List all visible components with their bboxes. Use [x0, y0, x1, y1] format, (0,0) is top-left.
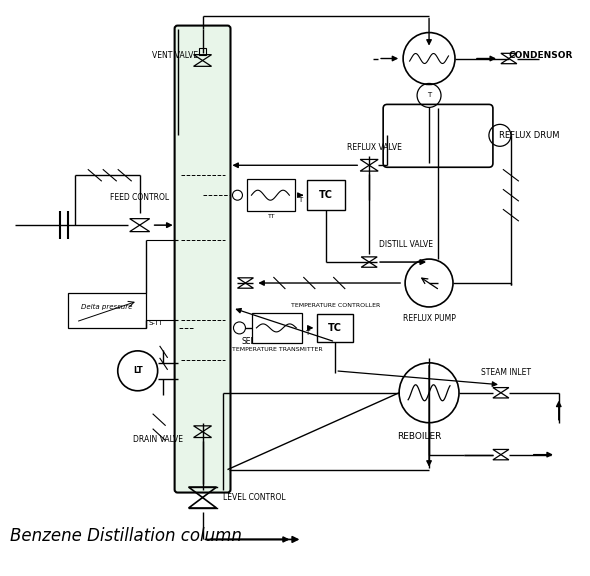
Text: REFLUX DRUM: REFLUX DRUM — [499, 131, 559, 140]
Text: TC: TC — [319, 190, 333, 200]
Text: Benzene Distillation column: Benzene Distillation column — [10, 528, 242, 545]
Text: TEMPERATURE CONTROLLER: TEMPERATURE CONTROLLER — [291, 304, 380, 309]
Text: SENSOR: SENSOR — [242, 338, 273, 346]
Text: REFLUX VALVE: REFLUX VALVE — [347, 143, 402, 152]
Text: STEAM INLET: STEAM INLET — [481, 368, 531, 377]
Text: T: T — [306, 330, 310, 336]
FancyBboxPatch shape — [383, 104, 493, 167]
Text: REBOILER: REBOILER — [397, 432, 441, 441]
Text: DRAIN VALVE: DRAIN VALVE — [133, 435, 183, 444]
Bar — [253, 313, 302, 343]
Text: LT: LT — [133, 366, 143, 376]
Text: LEVEL CONTROL: LEVEL CONTROL — [222, 493, 285, 502]
Text: CONDENSOR: CONDENSOR — [509, 51, 573, 60]
Text: DISTILL VALVE: DISTILL VALVE — [379, 240, 433, 249]
Text: TT: TT — [268, 214, 275, 219]
Circle shape — [399, 363, 459, 423]
Circle shape — [232, 190, 242, 200]
Bar — [317, 314, 353, 342]
Bar — [247, 179, 296, 211]
Text: FEED CONTROL: FEED CONTROL — [110, 193, 169, 202]
Text: T: T — [427, 92, 431, 98]
Text: TEMPERATURE TRANSMITTER: TEMPERATURE TRANSMITTER — [232, 347, 323, 353]
Text: REFLUX PUMP: REFLUX PUMP — [402, 314, 455, 324]
Circle shape — [118, 351, 158, 391]
Text: TC: TC — [328, 323, 342, 333]
Text: T: T — [299, 197, 303, 203]
Circle shape — [234, 322, 245, 334]
Text: Delta pressure: Delta pressure — [81, 304, 132, 310]
Text: S-TT: S-TT — [148, 320, 163, 326]
Bar — [199, 48, 206, 55]
FancyBboxPatch shape — [175, 25, 231, 492]
Bar — [307, 180, 345, 210]
Bar — [68, 293, 146, 328]
Text: VENT VALVE: VENT VALVE — [152, 51, 198, 60]
